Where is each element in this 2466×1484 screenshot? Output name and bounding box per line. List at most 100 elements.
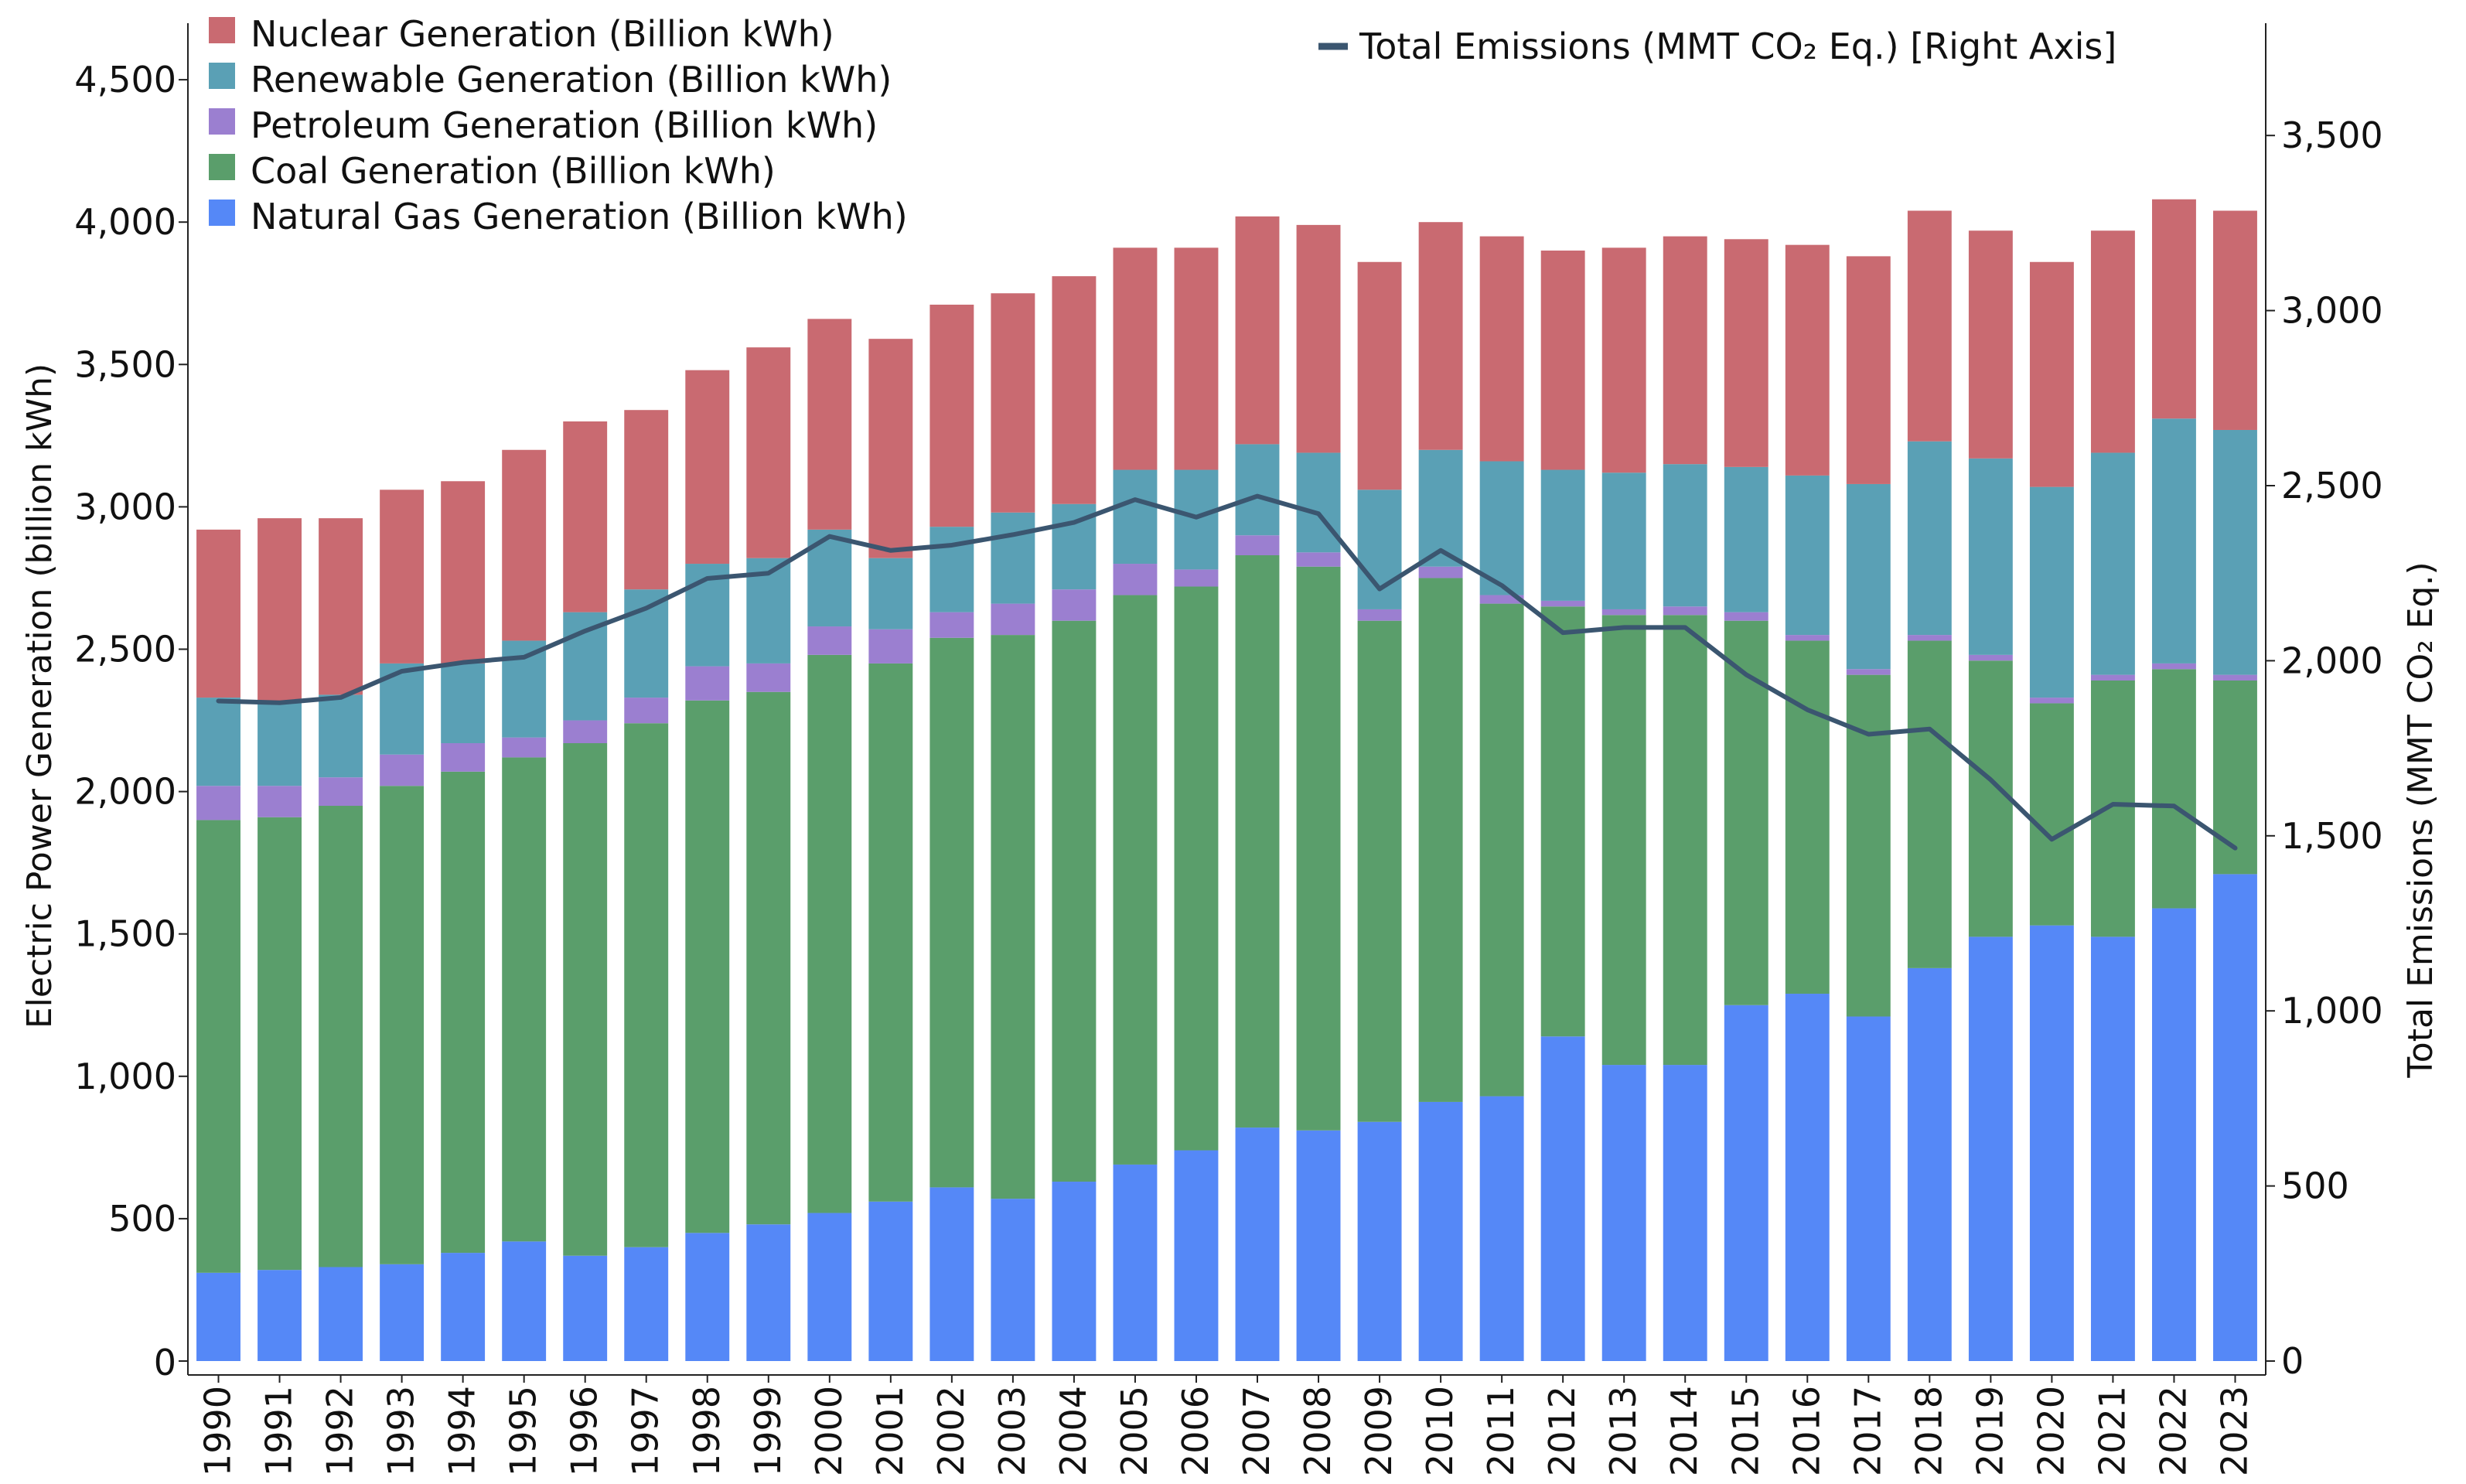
- bar-renewable-2001: [868, 558, 913, 629]
- bar-renewable-2019: [1968, 458, 2013, 655]
- legend-swatch-coal: [209, 154, 235, 180]
- bar-nuclear-2010: [1418, 222, 1463, 450]
- bar-renewable-1996: [563, 612, 608, 721]
- bar-coal-2016: [1785, 640, 1830, 994]
- bar-coal-2019: [1968, 660, 2013, 937]
- bar-coal-1997: [624, 723, 669, 1247]
- bar-renewable-2005: [1113, 469, 1158, 565]
- bar-nuclear-1995: [502, 449, 547, 641]
- bar-natural-2001: [868, 1201, 913, 1361]
- bar-natural-2016: [1785, 994, 1830, 1361]
- bar-petroleum-2009: [1357, 609, 1402, 621]
- bar-natural-1991: [258, 1270, 302, 1361]
- x-tick-label: 2009: [1358, 1386, 1400, 1476]
- bar-petroleum-2021: [2090, 674, 2135, 681]
- bar-petroleum-2007: [1235, 535, 1280, 555]
- bar-renewable-2002: [929, 527, 974, 612]
- bar-coal-2021: [2090, 681, 2135, 937]
- bar-natural-2012: [1540, 1036, 1585, 1361]
- bar-nuclear-2019: [1968, 230, 2013, 459]
- x-tick-label: 2008: [1297, 1386, 1339, 1476]
- bar-petroleum-2002: [929, 612, 974, 638]
- y-tick-label: 4,000: [74, 201, 176, 243]
- bar-nuclear-1996: [563, 421, 608, 612]
- bar-petroleum-1999: [746, 663, 791, 692]
- x-tick-label: 1998: [686, 1386, 728, 1476]
- x-tick-label: 2006: [1175, 1386, 1216, 1476]
- x-tick-label: 2016: [1786, 1386, 1827, 1476]
- y-axis-title: Electric Power Generation (billion kWh): [20, 363, 60, 1029]
- bar-nuclear-2016: [1785, 244, 1830, 476]
- bar-petroleum-2008: [1296, 552, 1341, 567]
- bar-renewable-2008: [1296, 452, 1341, 553]
- x-tick-label: 2014: [1663, 1386, 1705, 1476]
- x-tick-label: 2007: [1236, 1386, 1277, 1476]
- bar-natural-2019: [1968, 936, 2013, 1361]
- x-tick-label: 2005: [1114, 1386, 1155, 1476]
- bar-natural-2014: [1663, 1065, 1707, 1361]
- bar-nuclear-2015: [1724, 239, 1768, 467]
- bar-natural-2020: [2029, 925, 2074, 1361]
- bar-petroleum-1996: [563, 720, 608, 744]
- bar-natural-2002: [929, 1187, 974, 1361]
- x-tick-label: 2023: [2213, 1386, 2255, 1476]
- line-layer: [216, 493, 2238, 851]
- bars-layer: [196, 199, 2257, 1361]
- bar-natural-2018: [1907, 967, 1952, 1361]
- bar-coal-2012: [1540, 606, 1585, 1037]
- bar-petroleum-1997: [624, 698, 669, 724]
- x-tick-label: 2010: [1419, 1386, 1461, 1476]
- bar-natural-2009: [1357, 1121, 1402, 1361]
- bar-natural-2011: [1479, 1096, 1524, 1361]
- bar-petroleum-2000: [807, 626, 852, 655]
- bar-nuclear-1992: [319, 518, 363, 695]
- bar-natural-1996: [563, 1255, 608, 1361]
- bar-nuclear-1994: [441, 481, 486, 664]
- bar-nuclear-1997: [624, 410, 669, 590]
- x-tick-label: 1994: [442, 1386, 483, 1476]
- bar-petroleum-2022: [2152, 663, 2196, 670]
- bar-coal-2002: [929, 637, 974, 1188]
- bar-nuclear-1999: [746, 347, 791, 558]
- bar-renewable-2011: [1479, 461, 1524, 595]
- bar-coal-1999: [746, 691, 791, 1225]
- y-tick-label: 3,000: [74, 486, 176, 527]
- bar-natural-2008: [1296, 1130, 1341, 1361]
- x-tick-label: 2013: [1602, 1386, 1644, 1476]
- legend-layer: Nuclear Generation (Billion kWh)Renewabl…: [209, 13, 2116, 237]
- legend-swatch-natural: [209, 200, 235, 226]
- x-tick-label: 1999: [747, 1386, 789, 1476]
- bar-coal-1998: [685, 700, 730, 1233]
- bar-coal-2013: [1601, 615, 1646, 1066]
- bar-natural-2004: [1052, 1182, 1097, 1361]
- x-tick-label: 2021: [2091, 1386, 2133, 1476]
- bar-coal-2023: [2213, 681, 2257, 875]
- legend-label-coal: Coal Generation (Billion kWh): [251, 150, 776, 192]
- bar-natural-2005: [1113, 1164, 1158, 1361]
- bar-renewable-2014: [1663, 464, 1707, 607]
- bar-nuclear-2018: [1907, 210, 1952, 442]
- bar-nuclear-2017: [1846, 256, 1891, 484]
- bar-coal-2008: [1296, 566, 1341, 1131]
- x-tick-label: 2017: [1847, 1386, 1888, 1476]
- bar-petroleum-2004: [1052, 589, 1097, 621]
- y2-tick-label: 1,500: [2281, 815, 2383, 857]
- bar-renewable-2017: [1846, 483, 1891, 670]
- bar-petroleum-2019: [1968, 654, 2013, 661]
- x-tick-label: 2001: [869, 1386, 911, 1476]
- legend-swatch-petroleum: [209, 108, 235, 135]
- bar-petroleum-2011: [1479, 595, 1524, 604]
- bar-natural-1995: [502, 1241, 547, 1361]
- bar-petroleum-1998: [685, 666, 730, 701]
- x-tick-label: 1997: [625, 1386, 667, 1476]
- bar-coal-2009: [1357, 620, 1402, 1122]
- x-tick-label: 2004: [1052, 1386, 1094, 1476]
- bar-petroleum-1991: [258, 786, 302, 817]
- bar-nuclear-1990: [196, 529, 240, 698]
- y-tick-label: 1,000: [74, 1056, 176, 1097]
- x-tick-label: 2020: [2030, 1386, 2072, 1476]
- y-tick-label: 2,000: [74, 771, 176, 813]
- x-tick-label: 1993: [380, 1386, 422, 1476]
- bar-nuclear-2002: [929, 304, 974, 527]
- bar-renewable-2003: [991, 512, 1035, 604]
